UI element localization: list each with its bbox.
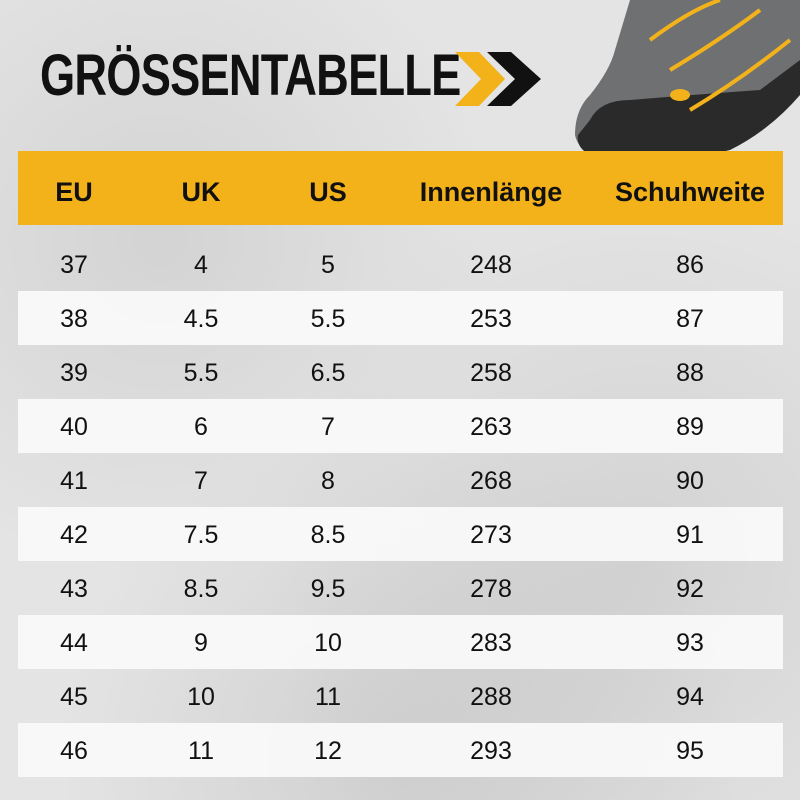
cell-schuhweite: 95: [676, 737, 704, 765]
cell-uk: 5.5: [183, 359, 219, 387]
double-chevron-right-icon: [455, 52, 541, 106]
cell-uk: 4: [194, 251, 208, 279]
cell-us: 8.5: [310, 521, 346, 549]
chevron-yellow: [455, 52, 505, 106]
cell-us: 9.5: [310, 575, 346, 603]
cell-innenlaenge: 258: [470, 359, 512, 387]
cell-eu: 38: [60, 305, 88, 333]
cell-innenlaenge: 283: [470, 629, 512, 657]
cell-us: 5: [321, 251, 335, 279]
table-row: 46 11 12 293 95: [18, 723, 783, 777]
cell-schuhweite: 91: [676, 521, 704, 549]
table-row: 38 4.5 5.5 253 87: [18, 291, 783, 345]
cell-eu: 40: [60, 413, 88, 441]
header-uk: UK: [181, 177, 221, 207]
cell-eu: 39: [60, 359, 88, 387]
cell-innenlaenge: 263: [470, 413, 512, 441]
cell-eu: 46: [60, 737, 88, 765]
cell-schuhweite: 90: [676, 467, 704, 495]
table-row: 41 7 8 268 90: [18, 453, 783, 507]
cell-innenlaenge: 293: [470, 737, 512, 765]
cell-eu: 42: [60, 521, 88, 549]
cell-uk: 4.5: [183, 305, 219, 333]
cell-eu: 45: [60, 683, 88, 711]
shoe-image: [575, 0, 800, 162]
chevron-black: [487, 52, 541, 106]
cell-us: 8: [321, 467, 335, 495]
cell-schuhweite: 93: [676, 629, 704, 657]
cell-schuhweite: 92: [676, 575, 704, 603]
cell-uk: 7.5: [183, 521, 219, 549]
table-row: 45 10 11 288 94: [18, 669, 783, 723]
cell-uk: 6: [194, 413, 208, 441]
table-row: 37 4 5 248 86: [18, 237, 783, 291]
cell-innenlaenge: 268: [470, 467, 512, 495]
table-row: 43 8.5 9.5 278 92: [18, 561, 783, 615]
cell-us: 6.5: [310, 359, 346, 387]
cell-innenlaenge: 278: [470, 575, 512, 603]
cell-uk: 11: [188, 737, 214, 765]
table-row: 40 6 7 263 89: [18, 399, 783, 453]
cell-eu: 43: [60, 575, 88, 603]
cell-schuhweite: 86: [676, 251, 704, 279]
cell-schuhweite: 87: [676, 305, 704, 333]
table-row: 39 5.5 6.5 258 88: [18, 345, 783, 399]
header-us: US: [309, 177, 347, 207]
cell-us: 11: [315, 683, 341, 711]
cell-eu: 41: [60, 467, 88, 495]
cell-us: 12: [314, 737, 342, 765]
cell-innenlaenge: 288: [470, 683, 512, 711]
cell-innenlaenge: 248: [470, 251, 512, 279]
cell-us: 5.5: [310, 305, 346, 333]
table-header: EU UK US Innenlänge Schuhweite: [18, 151, 783, 225]
cell-schuhweite: 89: [676, 413, 704, 441]
cell-uk: 9: [194, 629, 208, 657]
table-row: 42 7.5 8.5 273 91: [18, 507, 783, 561]
cell-us: 10: [314, 629, 342, 657]
page-title: GRÖSSENTABELLE: [40, 43, 461, 108]
table-row: 44 9 10 283 93: [18, 615, 783, 669]
header-eu: EU: [55, 177, 93, 207]
cell-us: 7: [321, 413, 335, 441]
cell-uk: 10: [187, 683, 215, 711]
cell-uk: 7: [194, 467, 208, 495]
cell-innenlaenge: 273: [470, 521, 512, 549]
cell-schuhweite: 94: [676, 683, 704, 711]
header-innenlaenge: Innenlänge: [419, 177, 563, 207]
cell-uk: 8.5: [183, 575, 219, 603]
cell-eu: 44: [60, 629, 88, 657]
header-schuhweite: Schuhweite: [614, 177, 766, 207]
cell-innenlaenge: 253: [470, 305, 512, 333]
cell-eu: 37: [60, 251, 88, 279]
cell-schuhweite: 88: [676, 359, 704, 387]
